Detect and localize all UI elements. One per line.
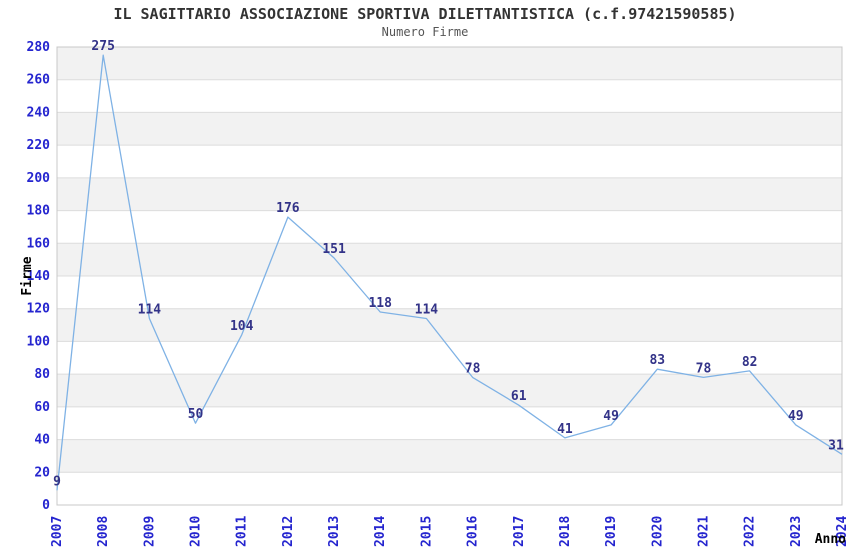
data-point-label: 104	[230, 319, 254, 334]
y-tick-label: 260	[27, 73, 51, 88]
data-point-label: 114	[415, 303, 439, 318]
x-tick-label: 2021	[697, 516, 712, 547]
data-point-label: 82	[742, 355, 758, 370]
data-point-label: 49	[788, 409, 804, 424]
y-tick-label: 240	[27, 105, 51, 120]
y-tick-label: 120	[27, 302, 51, 317]
x-tick-label: 2020	[650, 516, 665, 547]
x-tick-label: 2018	[558, 516, 573, 547]
y-tick-label: 160	[27, 236, 51, 251]
y-tick-label: 0	[42, 498, 50, 513]
data-point-label: 83	[649, 353, 665, 368]
y-tick-label: 100	[27, 334, 51, 349]
data-point-label: 41	[557, 422, 573, 437]
x-tick-label: 2013	[327, 516, 342, 547]
x-tick-label: 2009	[142, 516, 157, 547]
y-tick-label: 280	[27, 40, 51, 55]
x-tick-label: 2022	[743, 516, 758, 547]
series-line	[56, 54, 843, 491]
data-point-label: 61	[511, 389, 527, 404]
data-point-label: 78	[465, 361, 481, 376]
data-point-label: 31	[828, 438, 844, 453]
data-point-label: 114	[138, 303, 162, 318]
data-point-label: 151	[322, 242, 346, 257]
y-tick-label: 60	[34, 400, 50, 415]
x-tick-label: 2017	[512, 516, 527, 547]
plot-band	[57, 112, 842, 146]
y-tick-label: 40	[34, 433, 50, 448]
x-tick-label: 2016	[466, 516, 481, 547]
y-axis-title: Firme	[20, 256, 35, 295]
data-point-label: 49	[603, 409, 619, 424]
x-tick-label: 2019	[604, 516, 619, 547]
plot-band	[57, 439, 842, 473]
plot-band	[57, 243, 842, 276]
y-tick-label: 20	[34, 465, 50, 480]
y-tick-label: 220	[27, 138, 51, 153]
data-point-label: 118	[368, 296, 392, 311]
data-point-label: 275	[91, 39, 114, 54]
data-point-label: 78	[696, 361, 712, 376]
plot-band	[57, 177, 842, 211]
plot-band	[57, 308, 842, 342]
y-tick-label: 80	[34, 367, 50, 382]
x-tick-label: 2015	[419, 516, 434, 547]
x-tick-label: 2010	[189, 516, 204, 547]
y-tick-label: 140	[27, 269, 51, 284]
plot-band	[57, 374, 842, 407]
x-tick-label: 2014	[373, 516, 388, 547]
data-point-label: 50	[188, 407, 204, 422]
x-tick-label: 2012	[281, 516, 296, 547]
y-tick-label: 180	[27, 204, 51, 219]
chart-title: IL SAGITTARIO ASSOCIAZIONE SPORTIVA DILE…	[113, 5, 737, 23]
plot-border	[56, 46, 843, 506]
x-tick-label: 2023	[789, 516, 804, 547]
x-tick-label: 2011	[235, 516, 250, 547]
x-tick-label: 2007	[50, 516, 65, 547]
x-tick-label: 2024	[835, 516, 850, 547]
chart-subtitle: Numero Firme	[381, 25, 469, 39]
x-axis-title: Anno	[815, 532, 846, 547]
y-tick-label: 200	[27, 171, 51, 186]
x-tick-label: 2008	[96, 516, 111, 547]
plot-band	[57, 47, 842, 80]
data-point-label: 176	[276, 201, 300, 216]
data-point-label: 9	[53, 474, 61, 489]
